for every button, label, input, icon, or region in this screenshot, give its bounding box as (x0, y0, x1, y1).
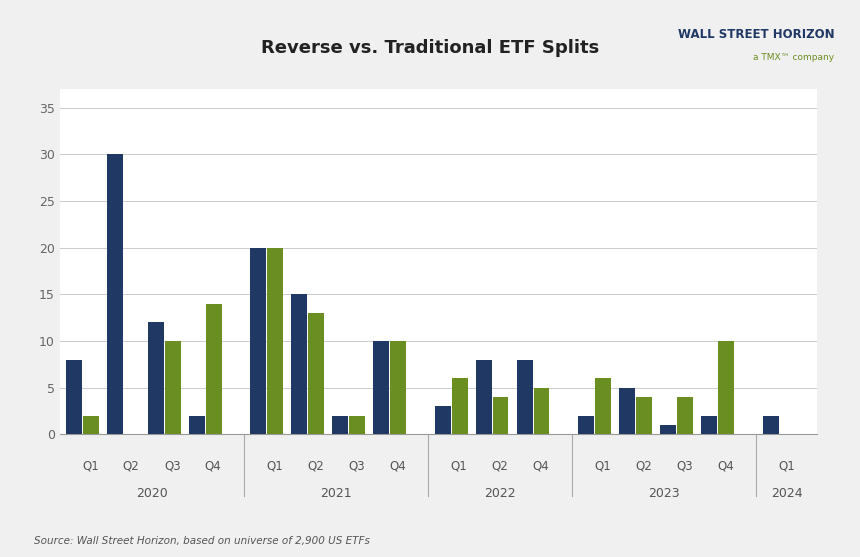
Bar (390, 341, 406, 434)
Bar (763, 416, 778, 434)
Bar (660, 425, 676, 434)
Text: Q3: Q3 (164, 460, 181, 472)
Bar (619, 388, 635, 434)
Bar (718, 341, 734, 434)
Bar (493, 397, 508, 434)
Text: WALL STREET HORIZON: WALL STREET HORIZON (678, 28, 834, 41)
Bar (373, 341, 390, 434)
Text: Q1: Q1 (594, 460, 611, 472)
Bar (267, 248, 283, 434)
Text: Q4: Q4 (205, 460, 222, 472)
Bar (578, 416, 594, 434)
Bar (595, 378, 611, 434)
Bar (206, 304, 222, 434)
Text: Q2: Q2 (492, 460, 508, 472)
Text: 2024: 2024 (771, 487, 802, 500)
Text: Q1: Q1 (451, 460, 468, 472)
Bar (636, 397, 652, 434)
Text: 2020: 2020 (136, 487, 168, 500)
Bar (349, 416, 365, 434)
Text: Q2: Q2 (636, 460, 652, 472)
Bar (66, 360, 82, 434)
Text: Q1: Q1 (267, 460, 283, 472)
Bar (189, 416, 205, 434)
Bar (83, 416, 99, 434)
Text: Q3: Q3 (348, 460, 365, 472)
Bar (165, 341, 181, 434)
Bar (332, 416, 348, 434)
Text: Q2: Q2 (123, 460, 139, 472)
Bar (701, 416, 717, 434)
Bar (677, 397, 693, 434)
Text: Source: Wall Street Horizon, based on universe of 2,900 US ETFs: Source: Wall Street Horizon, based on un… (34, 536, 371, 546)
Text: Reverse vs. Traditional ETF Splits: Reverse vs. Traditional ETF Splits (261, 39, 599, 57)
Text: Q3: Q3 (676, 460, 693, 472)
Bar (517, 360, 532, 434)
Bar (533, 388, 550, 434)
Text: Q4: Q4 (717, 460, 734, 472)
Text: Q2: Q2 (307, 460, 324, 472)
Text: 2021: 2021 (320, 487, 352, 500)
Text: Q4: Q4 (532, 460, 550, 472)
Text: 2022: 2022 (484, 487, 516, 500)
Bar (434, 407, 451, 434)
Text: a TMX™ company: a TMX™ company (753, 53, 834, 62)
Bar (308, 313, 324, 434)
Text: Q1: Q1 (82, 460, 99, 472)
Bar (452, 378, 468, 434)
Bar (476, 360, 492, 434)
Bar (148, 323, 163, 434)
Text: Q4: Q4 (390, 460, 406, 472)
Text: 2023: 2023 (648, 487, 679, 500)
Bar (250, 248, 267, 434)
Bar (107, 154, 123, 434)
Text: Q1: Q1 (778, 460, 796, 472)
Bar (292, 295, 307, 434)
